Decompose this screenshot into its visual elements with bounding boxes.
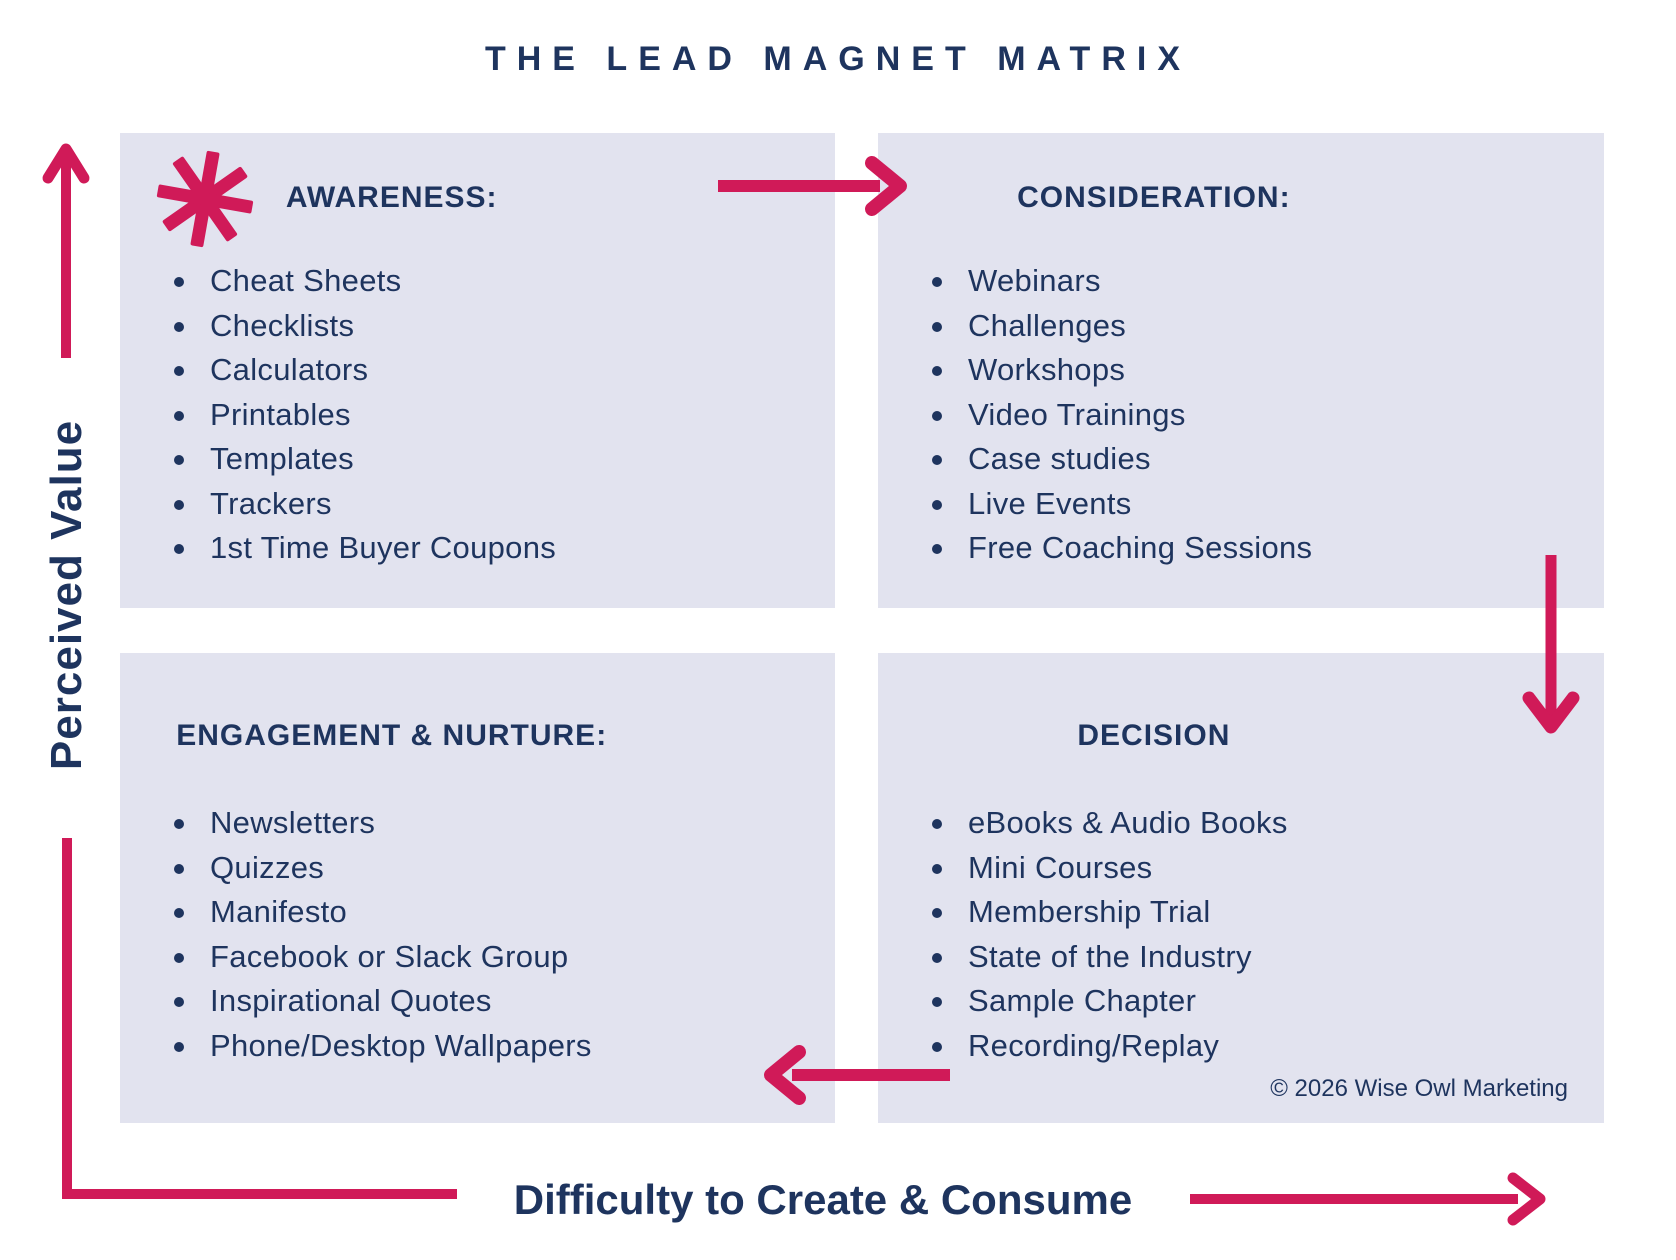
list-item-label: Calculators [210, 352, 369, 387]
list-item-label: Inspirational Quotes [210, 983, 492, 1018]
bullet-icon [174, 819, 184, 829]
arrow-up-icon [42, 143, 90, 358]
bullet-icon [932, 544, 942, 554]
list-item-label: Webinars [968, 263, 1101, 298]
list-item-label: 1st Time Buyer Coupons [210, 530, 557, 565]
quadrant-consideration-header: CONSIDERATION: [1017, 181, 1291, 214]
list-item-label: Sample Chapter [968, 983, 1197, 1018]
list-item-label: Video Trainings [968, 396, 1186, 432]
bullet-icon [932, 997, 942, 1007]
bullet-icon [174, 863, 184, 874]
bullet-icon [932, 410, 942, 421]
bullet-icon [174, 908, 184, 918]
list-item: Case studies [878, 437, 1604, 482]
bullet-icon [932, 499, 942, 510]
list-item-label: Cheat Sheets [210, 263, 402, 298]
quadrant-consideration-list: Webinars Challenges Workshops Video Trai… [878, 259, 1604, 571]
list-item-label: Quizzes [210, 849, 325, 885]
bullet-icon [174, 1041, 184, 1052]
list-item-label: Workshops [968, 352, 1126, 387]
list-item: Live Events [878, 482, 1604, 527]
list-item-label: Printables [210, 396, 351, 432]
quadrant-engagement-header: ENGAGEMENT & NURTURE: [176, 719, 608, 752]
list-item: Quizzes [120, 846, 835, 891]
list-item: Trackers [120, 482, 835, 527]
y-axis-label: Perceived Value [42, 419, 91, 771]
list-item: Facebook or Slack Group [120, 935, 835, 980]
bullet-icon [174, 499, 184, 510]
list-item: Membership Trial [878, 890, 1604, 935]
bullet-icon [174, 544, 184, 554]
list-item: Workshops [878, 348, 1604, 393]
list-item: Video Trainings [878, 393, 1604, 438]
list-item-label: Facebook or Slack Group [210, 938, 569, 974]
bullet-icon [174, 321, 184, 332]
list-item: Cheat Sheets [120, 259, 835, 304]
bullet-icon [932, 819, 942, 829]
bullet-icon [932, 321, 942, 332]
bullet-icon [932, 277, 942, 287]
list-item: Recording/Replay [878, 1024, 1604, 1069]
list-item-label: Templates [210, 441, 354, 476]
list-item: Printables [120, 393, 835, 438]
list-item-label: Challenges [968, 307, 1127, 343]
list-item: Newsletters [120, 801, 835, 846]
bullet-icon [932, 1041, 942, 1052]
bullet-icon [174, 997, 184, 1007]
list-item: Templates [120, 437, 835, 482]
bullet-icon [174, 366, 184, 376]
list-item: State of the Industry [878, 935, 1604, 980]
bullet-icon [174, 410, 184, 421]
list-item: Mini Courses [878, 846, 1604, 891]
quadrant-engagement-list: Newsletters Quizzes Manifesto Facebook o… [120, 801, 835, 1068]
quadrant-decision: DECISION eBooks & Audio Books Mini Cours… [878, 653, 1604, 1123]
list-item: Manifesto [120, 890, 835, 935]
list-item: 1st Time Buyer Coupons [120, 526, 835, 571]
list-item-label: Recording/Replay [968, 1027, 1220, 1063]
quadrant-awareness: AWARENESS: Cheat Sheets Checklists Calcu… [120, 133, 835, 608]
quadrant-consideration: CONSIDERATION: Webinars Challenges Works… [878, 133, 1604, 608]
copyright-text: © 2026 Wise Owl Marketing [1270, 1075, 1568, 1102]
list-item-label: Mini Courses [968, 849, 1153, 885]
x-axis-label: Difficulty to Create & Consume [513, 1176, 1133, 1223]
bullet-icon [932, 455, 942, 465]
list-item-label: Case studies [968, 441, 1151, 476]
list-item-label: Checklists [210, 307, 355, 343]
list-item: Webinars [878, 259, 1604, 304]
list-item-label: Free Coaching Sessions [968, 530, 1313, 565]
bullet-icon [932, 366, 942, 376]
quadrant-decision-header: DECISION [1077, 719, 1231, 752]
list-item-label: Manifesto [210, 894, 348, 929]
list-item-label: Live Events [968, 485, 1132, 521]
list-item: Inspirational Quotes [120, 979, 835, 1024]
list-item-label: Membership Trial [968, 894, 1211, 929]
list-item-label: Phone/Desktop Wallpapers [210, 1027, 592, 1063]
list-item: Sample Chapter [878, 979, 1604, 1024]
quadrant-decision-list: eBooks & Audio Books Mini Courses Member… [878, 801, 1604, 1068]
list-item: Calculators [120, 348, 835, 393]
quadrant-awareness-list: Cheat Sheets Checklists Calculators Prin… [120, 259, 835, 571]
quadrant-engagement-nurture: ENGAGEMENT & NURTURE: Newsletters Quizze… [120, 653, 835, 1123]
list-item-label: Trackers [210, 485, 332, 521]
list-item-label: State of the Industry [968, 938, 1252, 974]
list-item: Challenges [878, 304, 1604, 349]
asterisk-burst-icon [156, 150, 254, 248]
quadrant-awareness-header: AWARENESS: [285, 181, 498, 214]
list-item: Checklists [120, 304, 835, 349]
page-title: THE LEAD MAGNET MATRIX [484, 40, 1191, 78]
bullet-icon [932, 863, 942, 874]
bullet-icon [174, 455, 184, 465]
bullet-icon [932, 952, 942, 963]
list-item: eBooks & Audio Books [878, 801, 1604, 846]
bullet-icon [932, 908, 942, 918]
bullet-icon [174, 952, 184, 963]
list-item-label: eBooks & Audio Books [968, 805, 1288, 840]
list-item: Phone/Desktop Wallpapers [120, 1024, 835, 1069]
bullet-icon [174, 277, 184, 287]
list-item-label: Newsletters [210, 805, 376, 840]
list-item: Free Coaching Sessions [878, 526, 1604, 571]
